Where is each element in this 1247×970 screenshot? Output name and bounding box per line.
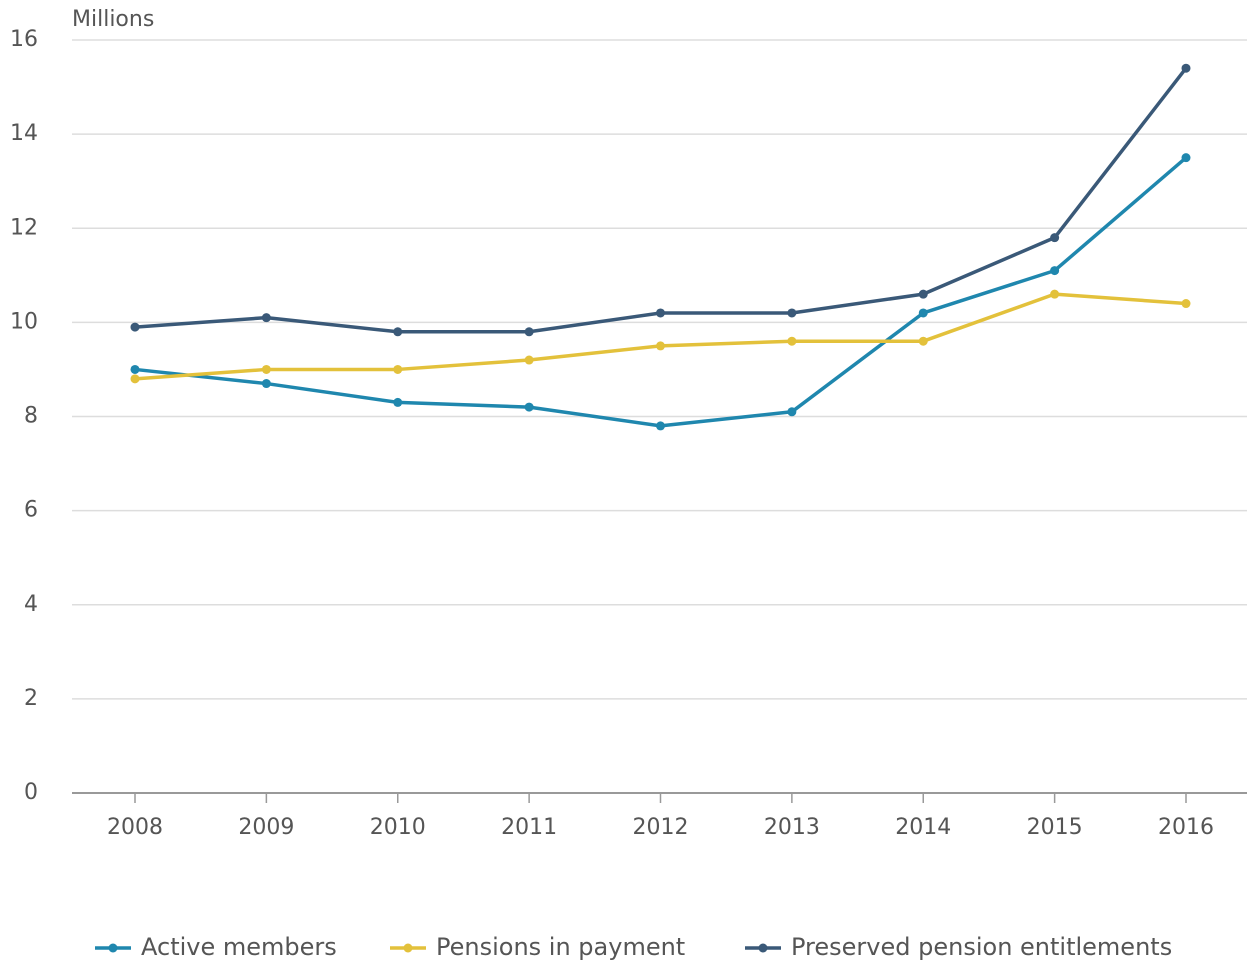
x-tick-label: 2013: [764, 815, 820, 840]
data-point: [918, 289, 928, 299]
data-point: [524, 355, 534, 365]
legend-label: Pensions in payment: [436, 933, 685, 961]
data-point: [261, 379, 271, 389]
data-point: [656, 341, 665, 351]
data-point: [787, 407, 797, 417]
data-point: [787, 308, 797, 318]
data-point: [656, 421, 665, 431]
data-point: [918, 308, 928, 318]
y-tick-label: 8: [24, 404, 38, 429]
data-point: [787, 336, 797, 346]
y-tick-label: 14: [10, 121, 38, 146]
data-point: [130, 322, 140, 332]
x-tick-label: 2011: [501, 815, 557, 840]
x-tick-label: 2016: [1158, 815, 1214, 840]
data-point: [393, 364, 403, 374]
x-tick-label: 2008: [107, 815, 163, 840]
x-tick-label: 2015: [1027, 815, 1083, 840]
data-point: [1050, 289, 1060, 299]
legend-swatch-dot: [758, 943, 768, 953]
y-tick-label: 0: [24, 780, 38, 805]
legend-swatch-dot: [403, 943, 413, 953]
y-tick-label: 6: [24, 498, 38, 523]
legend-label: Preserved pension entitlements: [791, 933, 1172, 961]
legend-label: Active members: [141, 933, 337, 961]
data-point: [1181, 153, 1191, 163]
data-point: [393, 397, 403, 407]
y-axis-label: Millions: [72, 7, 154, 32]
data-point: [261, 313, 271, 323]
series-line: [134, 292, 1187, 381]
series-line: [134, 156, 1188, 428]
data-point: [261, 364, 271, 374]
data-point: [918, 336, 928, 346]
data-point: [393, 327, 403, 337]
y-tick-label: 16: [10, 27, 38, 52]
data-point: [1050, 266, 1060, 276]
y-tick-label: 10: [10, 309, 38, 334]
x-tick-label: 2014: [895, 815, 951, 840]
data-point: [130, 374, 140, 384]
data-point: [1050, 233, 1060, 243]
data-point: [130, 364, 140, 374]
data-point: [1181, 63, 1191, 73]
data-point: [524, 327, 534, 337]
x-tick-label: 2010: [370, 815, 426, 840]
x-tick-label: 2012: [633, 815, 689, 840]
series-line: [134, 67, 1188, 334]
x-tick-label: 2009: [238, 815, 294, 840]
y-tick-label: 12: [10, 215, 38, 240]
data-point: [524, 402, 534, 412]
data-point: [1181, 299, 1191, 309]
y-tick-label: 2: [24, 686, 38, 711]
data-point: [656, 308, 665, 318]
y-tick-label: 4: [24, 592, 38, 617]
legend-swatch-dot: [108, 943, 118, 953]
